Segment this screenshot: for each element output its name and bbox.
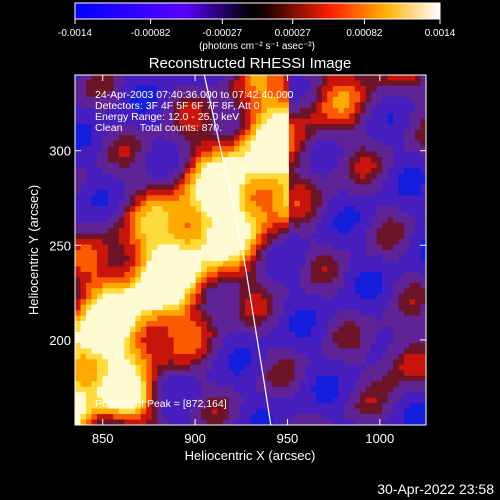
y-tick-label: 250 [49,238,71,253]
annotation-detectors: Detectors: 3F 4F 5F 6F 7F 8F, Att 0 [95,100,260,112]
colorbar-tick-label: 0.00027 [275,28,312,39]
x-axis-ticks: 850 900 950 1000 [92,75,394,446]
annotation-energy: Energy Range: 12.0 - 25.0 keV [95,111,239,123]
annotation-peak: Position of Peak = [872,164] [95,398,227,410]
x-tick-label: 900 [184,431,206,446]
x-axis-label: Heliocentric X (arcsec) [185,448,316,463]
y-tick-label: 300 [49,144,71,159]
chart-title: Reconstructed RHESSI Image [149,55,352,72]
colorbar-tick-label: -0.00027 [203,28,243,39]
y-tick-label: 200 [49,333,71,348]
colorbar-units: (photons cm⁻² s⁻¹ asec⁻²) [199,41,315,52]
solar-limb-curve [203,75,272,425]
timestamp: 30-Apr-2022 23:58 [377,481,494,497]
heatmap-image [75,75,426,425]
x-tick-label: 950 [277,431,299,446]
colorbar-tick-label: 0.0014 [425,28,456,39]
colorbar-tick-label: -0.00082 [131,28,171,39]
x-tick-label: 850 [92,431,114,446]
annotation-time-range: 24-Apr-2003 07:40:36.000 to 07:42:40.000 [95,89,294,101]
y-axis-ticks: 200 250 300 [49,144,426,348]
colorbar-ticks: -0.0014 -0.00082 -0.00027 0.00027 0.00082 0.0… [58,19,456,39]
x-tick-label: 1000 [365,431,394,446]
plot-frame [74,74,427,426]
colorbar-tick-label: -0.0014 [58,28,92,39]
annotation-clean: Clean Total counts: 870. [95,122,222,134]
colorbar [74,2,441,20]
colorbar-tick-label: 0.00082 [346,28,383,39]
y-axis-label: Heliocentric Y (arcsec) [26,185,41,315]
